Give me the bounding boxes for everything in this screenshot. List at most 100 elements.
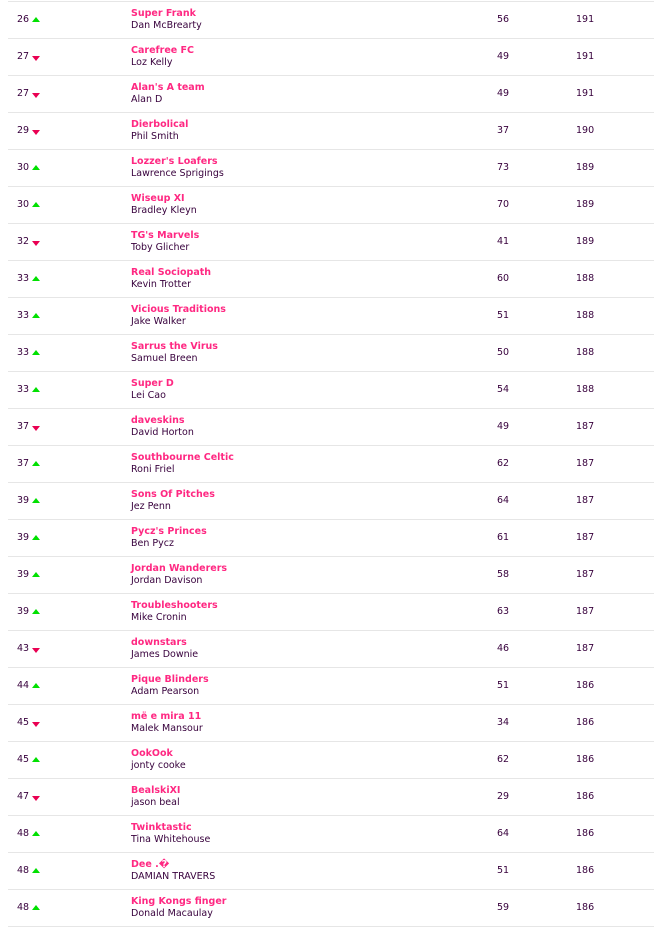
- team-name-link[interactable]: Pycz's Princes: [131, 526, 207, 537]
- team-name-link[interactable]: Real Sociopath: [131, 267, 212, 278]
- team-name-link[interactable]: Troubleshooters: [131, 600, 218, 611]
- rank: 39: [17, 532, 30, 543]
- gameweek-points: 62: [497, 458, 510, 469]
- total-points: 189: [576, 199, 595, 210]
- table-row: 33 Real Sociopath Kevin Trotter 60 188: [8, 261, 654, 298]
- total-points: 187: [576, 606, 595, 617]
- gameweek-points: 34: [497, 717, 510, 728]
- team-name-link[interactable]: Super D: [131, 378, 174, 389]
- team-name-link[interactable]: Wiseup XI: [131, 193, 185, 204]
- total-points: 187: [576, 643, 595, 654]
- team-name-link[interactable]: më e mira 11: [131, 711, 202, 722]
- table-row: 48 Twinktastic Tina Whitehouse 64 186: [8, 816, 654, 853]
- rank: 39: [17, 495, 30, 506]
- rank: 48: [17, 902, 30, 913]
- table-row: 29 Dierbolical Phil Smith 37 190: [8, 113, 654, 150]
- team-name-link[interactable]: downstars: [131, 637, 187, 648]
- arrow-up-icon: [32, 572, 40, 577]
- table-row: 30 Lozzer's Loafers Lawrence Sprigings 73 18…: [8, 150, 654, 187]
- table-row: 48 Dee .� DAMIAN TRAVERS 51 186: [8, 853, 654, 890]
- total-points: 187: [576, 532, 595, 543]
- team-name-link[interactable]: Carefree FC: [131, 45, 194, 56]
- gameweek-points: 56: [497, 14, 510, 25]
- manager-name: Roni Friel: [131, 464, 175, 475]
- team-name-link[interactable]: Dee .�: [131, 859, 170, 870]
- arrow-up-icon: [32, 313, 40, 318]
- team-name-link[interactable]: Alan's A team: [131, 82, 205, 93]
- table-row: 39 Sons Of Pitches Jez Penn 64 187: [8, 483, 654, 520]
- gameweek-points: 49: [497, 88, 510, 99]
- gameweek-points: 29: [497, 791, 510, 802]
- arrow-up-icon: [32, 905, 40, 910]
- rank: 48: [17, 828, 30, 839]
- rank: 26: [17, 14, 30, 25]
- rank: 39: [17, 606, 30, 617]
- total-points: 191: [576, 88, 595, 99]
- team-name-link[interactable]: TG's Marvels: [131, 230, 200, 241]
- gameweek-points: 60: [497, 273, 510, 284]
- manager-name: David Horton: [131, 427, 194, 438]
- total-points: 190: [576, 125, 595, 136]
- total-points: 191: [576, 14, 595, 25]
- gameweek-points: 41: [497, 236, 510, 247]
- table-row: 30 Wiseup XI Bradley Kleyn 70 189: [8, 187, 654, 224]
- arrow-up-icon: [32, 17, 40, 22]
- team-name-link[interactable]: Super Frank: [131, 8, 196, 19]
- team-name-link[interactable]: OokOok: [131, 748, 173, 759]
- table-row: 39 Jordan Wanderers Jordan Davison 58 187: [8, 557, 654, 594]
- manager-name: jonty cooke: [131, 760, 186, 771]
- team-name-link[interactable]: Southbourne Celtic: [131, 452, 234, 463]
- manager-name: Toby Glicher: [131, 242, 190, 253]
- team-name-link[interactable]: Lozzer's Loafers: [131, 156, 218, 167]
- manager-name: Alan D: [131, 94, 163, 105]
- manager-name: Lawrence Sprigings: [131, 168, 224, 179]
- table-row: 39 Troubleshooters Mike Cronin 63 187: [8, 594, 654, 631]
- total-points: 187: [576, 458, 595, 469]
- team-name-link[interactable]: Sarrus the Virus: [131, 341, 218, 352]
- manager-name: Kevin Trotter: [131, 279, 192, 290]
- total-points: 186: [576, 902, 595, 913]
- rank: 30: [17, 199, 30, 210]
- total-points: 188: [576, 273, 595, 284]
- gameweek-points: 51: [497, 865, 510, 876]
- rank: 37: [17, 421, 30, 432]
- gameweek-points: 58: [497, 569, 510, 580]
- gameweek-points: 64: [497, 828, 510, 839]
- manager-name: Bradley Kleyn: [131, 205, 197, 216]
- arrow-down-icon: [32, 426, 40, 431]
- manager-name: Malek Mansour: [131, 723, 203, 734]
- team-name-link[interactable]: Vicious Traditions: [131, 304, 226, 315]
- team-name-link[interactable]: Twinktastic: [131, 822, 192, 833]
- arrow-down-icon: [32, 130, 40, 135]
- rank: 27: [17, 51, 30, 62]
- arrow-down-icon: [32, 722, 40, 727]
- gameweek-points: 46: [497, 643, 510, 654]
- total-points: 186: [576, 828, 595, 839]
- gameweek-points: 49: [497, 421, 510, 432]
- table-row: 45 OokOok jonty cooke 62 186: [8, 742, 654, 779]
- table-row: 45 më e mira 11 Malek Mansour 34 186: [8, 705, 654, 742]
- arrow-up-icon: [32, 868, 40, 873]
- table-row: 27 Carefree FC Loz Kelly 49 191: [8, 39, 654, 76]
- total-points: 188: [576, 347, 595, 358]
- table-row: 44 Pique Blinders Adam Pearson 51 186: [8, 668, 654, 705]
- team-name-link[interactable]: King Kongs finger: [131, 896, 227, 907]
- manager-name: Tina Whitehouse: [131, 834, 211, 845]
- team-name-link[interactable]: Dierbolical: [131, 119, 189, 130]
- gameweek-points: 51: [497, 680, 510, 691]
- team-name-link[interactable]: Pique Blinders: [131, 674, 209, 685]
- table-row: 43 downstars James Downie 46 187: [8, 631, 654, 668]
- team-name-link[interactable]: Sons Of Pitches: [131, 489, 215, 500]
- manager-name: Loz Kelly: [131, 57, 173, 68]
- arrow-up-icon: [32, 165, 40, 170]
- rank: 43: [17, 643, 30, 654]
- table-row: 33 Vicious Traditions Jake Walker 51 188: [8, 298, 654, 335]
- gameweek-points: 37: [497, 125, 510, 136]
- gameweek-points: 73: [497, 162, 510, 173]
- team-name-link[interactable]: daveskins: [131, 415, 185, 426]
- total-points: 188: [576, 310, 595, 321]
- arrow-down-icon: [32, 241, 40, 246]
- team-name-link[interactable]: Jordan Wanderers: [131, 563, 228, 574]
- team-name-link[interactable]: BealskiXI: [131, 785, 181, 796]
- table-row: 33 Super D Lei Cao 54 188: [8, 372, 654, 409]
